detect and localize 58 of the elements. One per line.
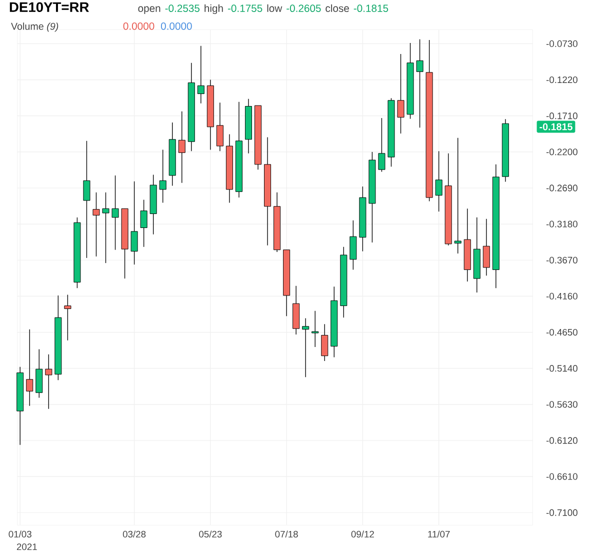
x-tick-label: 03/28 xyxy=(122,530,146,538)
text: -0.1815 xyxy=(540,123,572,130)
x-tick-label: 01/03 xyxy=(8,530,32,538)
candlestick xyxy=(321,324,328,362)
y-tick-label: -0.7100 xyxy=(546,509,578,516)
y-tick-label: -0.0730 xyxy=(546,40,578,48)
x-tick-label: 05/23 xyxy=(199,530,222,538)
candlestick xyxy=(159,149,166,204)
y-tick-label: -0.5140 xyxy=(546,365,578,372)
x-tick-label: 11/07 xyxy=(428,530,450,538)
y-tick-label: -0.2200 xyxy=(546,148,578,156)
candlestick xyxy=(454,138,462,254)
y-tick-label: -0.4160 xyxy=(546,292,578,300)
text: -0.2535 xyxy=(165,4,200,12)
candlestick xyxy=(435,150,442,212)
annotation: 0.0000 xyxy=(160,22,192,30)
candlestick xyxy=(64,294,72,341)
text: -0.2605 xyxy=(286,4,321,12)
y-tick-label: -0.3180 xyxy=(546,220,578,228)
candlestick xyxy=(26,329,34,406)
x-tick-label: 09/12 xyxy=(351,530,374,538)
candlestick xyxy=(112,175,119,250)
candlestick xyxy=(178,111,186,184)
candlestick xyxy=(216,102,224,152)
y-tick-label: -0.1220 xyxy=(546,76,578,84)
candlestick xyxy=(140,199,148,248)
candlestick xyxy=(350,220,357,270)
y-tick-label: -0.6120 xyxy=(546,437,578,444)
candlestick xyxy=(36,348,43,398)
text: high xyxy=(204,4,223,14)
y-tick-label: -0.4650 xyxy=(546,329,578,336)
y-tick-label: -0.1710 xyxy=(546,112,578,120)
text: -0.1755 xyxy=(228,4,262,12)
candlestick xyxy=(312,310,319,348)
annotation: Volume (9) xyxy=(11,22,58,32)
text: 2021 xyxy=(16,544,37,550)
x-tick-label: 07/18 xyxy=(275,530,298,538)
text: close xyxy=(326,4,349,12)
y-tick-label: -0.2690 xyxy=(546,184,578,192)
y-tick-label: -0.5630 xyxy=(546,401,578,408)
annotation: 0.0000 xyxy=(123,22,154,30)
candlestick xyxy=(416,38,424,128)
candlestick xyxy=(45,354,52,410)
text: open xyxy=(138,6,160,14)
text: -0.1815 xyxy=(354,4,388,12)
candlestick xyxy=(92,192,100,257)
candlestick xyxy=(130,181,138,265)
candlestick xyxy=(102,192,110,264)
candlestick xyxy=(197,46,204,104)
y-tick-label: -0.6610 xyxy=(546,473,578,480)
candlestick xyxy=(302,318,310,378)
candlestick xyxy=(482,218,490,276)
chart-title: DE10YT=RR xyxy=(10,2,89,12)
y-tick-label: -0.3670 xyxy=(546,256,578,264)
candlestick xyxy=(83,140,90,258)
text: low xyxy=(267,4,282,12)
candlestick xyxy=(397,54,404,134)
candlestick xyxy=(378,118,386,172)
